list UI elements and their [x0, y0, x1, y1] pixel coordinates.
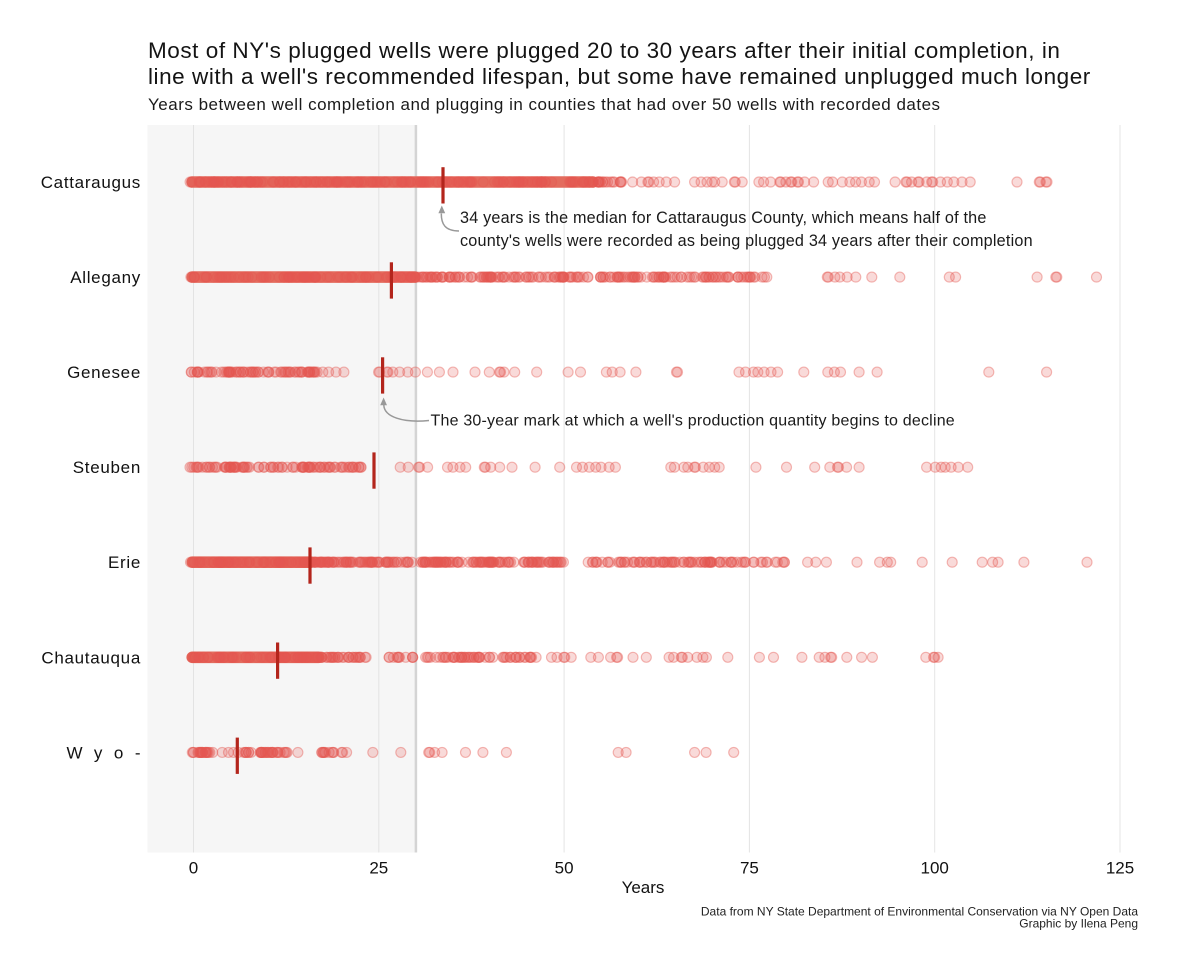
svg-text:75: 75: [740, 859, 759, 878]
svg-text:Data from NY State Department: Data from NY State Department of Environ…: [701, 905, 1138, 919]
svg-text:Genesee: Genesee: [67, 363, 141, 382]
svg-text:Years: Years: [622, 878, 665, 897]
svg-text:county's wells were recorded a: county's wells were recorded as being pl…: [460, 232, 1033, 250]
svg-text:100: 100: [921, 859, 949, 878]
svg-text:Allegany: Allegany: [70, 268, 141, 287]
svg-text:50: 50: [555, 859, 574, 878]
svg-text:34 years is the median for Cat: 34 years is the median for Cattaraugus C…: [460, 209, 987, 227]
svg-text:Erie: Erie: [108, 553, 141, 572]
svg-text:Wyo-: Wyo-: [66, 743, 152, 762]
svg-text:0: 0: [189, 859, 198, 878]
svg-text:The 30-year mark at which a we: The 30-year mark at which a well's produ…: [431, 413, 955, 430]
svg-text:Years between well completion: Years between well completion and pluggi…: [148, 95, 941, 114]
svg-text:Steuben: Steuben: [73, 458, 141, 477]
svg-text:Cattaraugus: Cattaraugus: [41, 173, 141, 192]
svg-text:25: 25: [369, 859, 388, 878]
svg-text:125: 125: [1106, 859, 1134, 878]
svg-text:Most of NY's plugged wells wer: Most of NY's plugged wells were plugged …: [148, 38, 1060, 63]
svg-text:Chautauqua: Chautauqua: [41, 648, 141, 667]
svg-text:line with a well's recommended: line with a well's recommended lifespan,…: [148, 64, 1091, 89]
svg-text:Graphic by Ilena Peng: Graphic by Ilena Peng: [1019, 917, 1138, 931]
